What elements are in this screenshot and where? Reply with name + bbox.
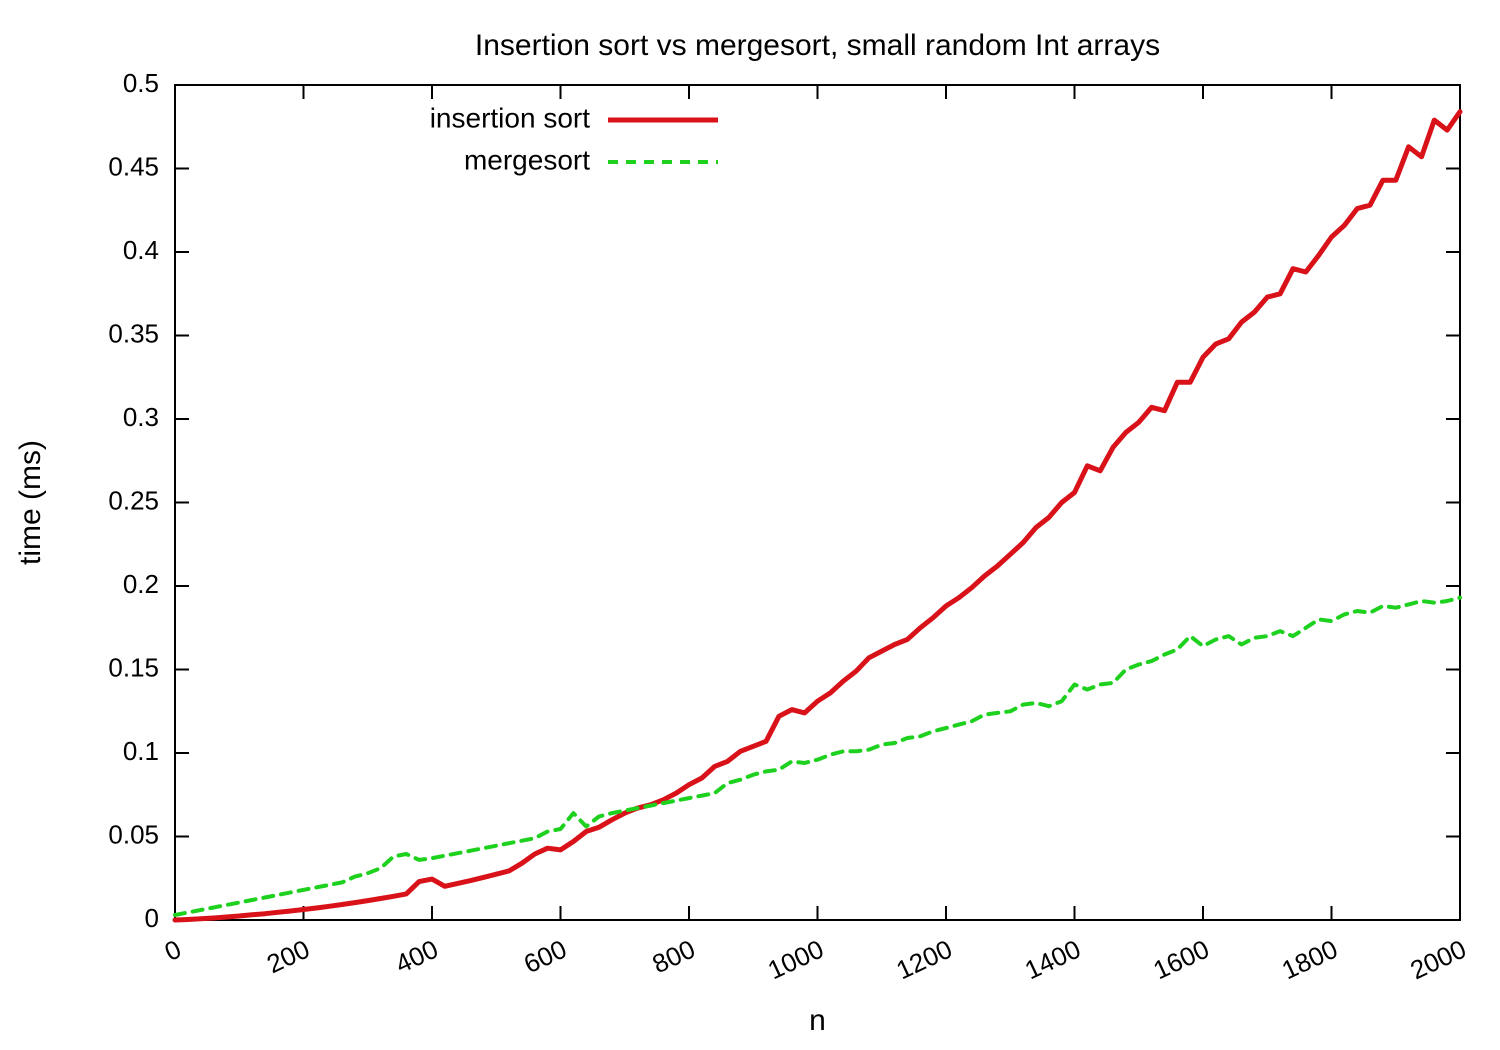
xtick-label: 1800 — [1277, 934, 1342, 986]
legend-label-0: insertion sort — [430, 102, 591, 133]
ytick-label: 0.4 — [123, 235, 159, 265]
legend-label-1: mergesort — [464, 144, 590, 175]
ytick-label: 0.3 — [123, 402, 159, 432]
xtick-label: 1200 — [892, 934, 957, 986]
xtick-label: 1000 — [763, 934, 828, 986]
series-mergesort — [175, 598, 1460, 915]
ytick-label: 0.25 — [108, 485, 159, 515]
plot-border — [175, 85, 1460, 920]
xtick-label: 800 — [648, 934, 700, 980]
xtick-label: 600 — [519, 934, 571, 980]
series-insertion-sort — [175, 112, 1460, 920]
xtick-label: 1400 — [1020, 934, 1085, 986]
ytick-label: 0.1 — [123, 736, 159, 766]
sort-comparison-chart: 0 0.05 0.1 0.15 0.2 0.25 0.3 0.35 0.4 0.45 0.5 0 200… — [0, 0, 1500, 1050]
ytick-label: 0.45 — [108, 151, 159, 181]
xtick-label: 1600 — [1149, 934, 1214, 986]
ytick-label: 0.05 — [108, 819, 159, 849]
xtick-label: 2000 — [1406, 934, 1471, 986]
ytick-label: 0.35 — [108, 318, 159, 348]
ytick-label: 0.5 — [123, 68, 159, 98]
x-axis-label: n — [809, 1004, 826, 1037]
chart-title: Insertion sort vs mergesort, small rando… — [475, 29, 1160, 62]
ytick-label: 0 — [145, 903, 159, 933]
xtick-label: 0 — [160, 934, 186, 967]
y-axis-label: time (ms) — [14, 440, 47, 565]
ytick-label: 0.15 — [108, 652, 159, 682]
xtick-label: 200 — [262, 934, 314, 980]
ytick-label: 0.2 — [123, 569, 159, 599]
xtick-label: 400 — [391, 934, 443, 980]
